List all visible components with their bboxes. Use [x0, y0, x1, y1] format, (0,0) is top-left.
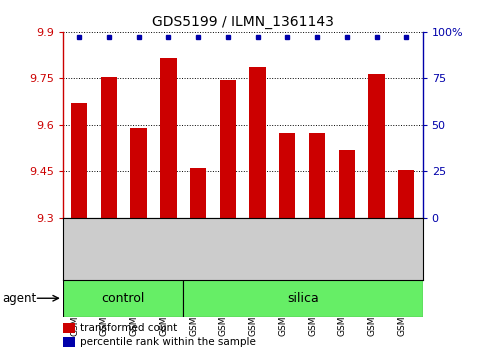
Text: silica: silica — [287, 292, 319, 305]
Text: transformed count: transformed count — [80, 323, 177, 333]
Bar — [279, 132, 296, 218]
Bar — [220, 80, 236, 218]
Bar — [63, 280, 183, 317]
Bar — [130, 128, 147, 218]
Bar — [183, 280, 423, 317]
Bar — [249, 68, 266, 218]
Bar — [101, 77, 117, 218]
Bar — [339, 150, 355, 218]
Bar — [71, 103, 87, 218]
Bar — [398, 170, 414, 218]
Bar — [190, 168, 206, 218]
Title: GDS5199 / ILMN_1361143: GDS5199 / ILMN_1361143 — [152, 16, 334, 29]
Bar — [160, 58, 177, 218]
Bar — [309, 132, 325, 218]
Bar — [369, 74, 384, 218]
Text: percentile rank within the sample: percentile rank within the sample — [80, 337, 256, 347]
Text: control: control — [101, 292, 145, 305]
Text: agent: agent — [2, 292, 37, 305]
